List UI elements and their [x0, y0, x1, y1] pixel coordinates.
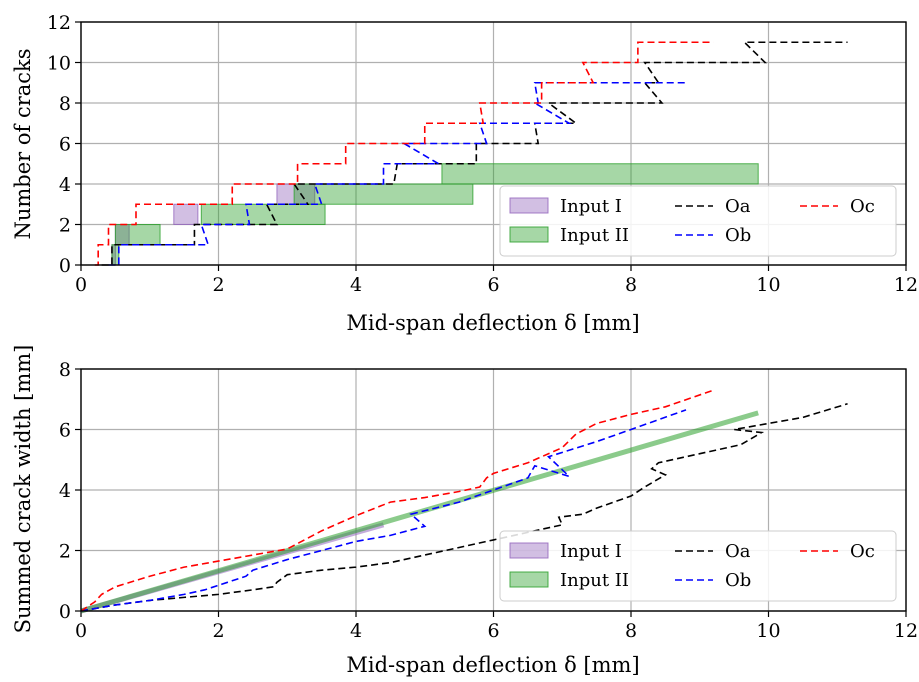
bottom-ytick-label: 8	[59, 359, 71, 381]
top-chart-panel: 0 2 4 6 8 10 12 0 2 4 6 8 10 12 Input I Input II Oa Ob Oc M…	[11, 12, 918, 335]
top-legend-box	[499, 185, 897, 257]
bottom-legend-label-ob: Ob	[725, 570, 751, 591]
top-legend-label-oc: Oc	[850, 196, 875, 217]
top-ytick-label: 8	[59, 93, 71, 115]
top-band-input-ii	[200, 203, 326, 225]
top-xtick-label: 12	[894, 274, 918, 296]
top-legend-swatch-input-i	[509, 197, 549, 214]
bottom-xtick-label: 8	[625, 620, 637, 642]
top-ytick-label: 2	[59, 215, 71, 237]
top-legend-swatch-input-ii	[509, 226, 549, 243]
top-ytick-label: 0	[59, 255, 71, 277]
top-series-ob	[108, 81, 686, 266]
top-band-input-ii	[114, 224, 161, 246]
bottom-series-ob	[80, 409, 687, 612]
top-xtick-label: 4	[350, 274, 362, 296]
top-xtick-label: 8	[625, 274, 637, 296]
top-legend-label-oa: Oa	[725, 196, 751, 217]
bottom-chart-panel: 0 2 4 6 8 10 12 0 2 4 6 8 Input I Input II Oa Ob Oc Mid-s…	[11, 345, 918, 677]
top-chart-ylabel: Number of cracks	[11, 48, 35, 239]
top-band-input-i	[173, 203, 199, 225]
bottom-xtick-label: 2	[212, 620, 224, 642]
top-band-input-ii	[441, 163, 759, 185]
bottom-ytick-label: 0	[59, 601, 71, 623]
bottom-xtick-label: 10	[756, 620, 780, 642]
bottom-legend-label-oc: Oc	[850, 541, 875, 562]
bottom-xtick-label: 4	[350, 620, 362, 642]
top-ytick-label: 6	[59, 134, 71, 156]
top-legend: Input I Input II Oa Ob Oc	[499, 185, 897, 257]
top-band-input-ii	[111, 244, 120, 266]
top-xtick-label: 6	[487, 274, 499, 296]
bottom-legend-label-input-i: Input I	[560, 541, 622, 562]
top-xtick-label: 2	[212, 274, 224, 296]
top-series-oc	[94, 41, 714, 266]
bottom-chart-xlabel: Mid-span deflection δ [mm]	[346, 653, 639, 677]
bottom-ytick-label: 2	[59, 541, 71, 563]
top-legend-label-input-i: Input I	[560, 196, 622, 217]
bottom-xtick-label: 6	[487, 620, 499, 642]
top-series-oa	[101, 41, 848, 266]
bottom-xtick-label: 0	[75, 620, 87, 642]
bottom-legend: Input I Input II Oa Ob Oc	[499, 530, 897, 602]
bottom-axes-frame	[80, 368, 907, 612]
bottom-chart-ylabel: Summed crack width [mm]	[11, 345, 35, 634]
top-legend-label-ob: Ob	[725, 225, 751, 246]
bottom-legend-swatch-input-ii	[509, 571, 549, 588]
bottom-legend-box	[499, 530, 897, 602]
bottom-legend-swatch-input-i	[509, 542, 549, 559]
top-axes-frame	[80, 21, 907, 266]
bottom-series-oc	[80, 389, 714, 612]
bottom-legend-label-oa: Oa	[725, 541, 751, 562]
top-xtick-label: 0	[75, 274, 87, 296]
top-ytick-label: 4	[59, 174, 71, 196]
top-ytick-label: 12	[47, 12, 71, 34]
bottom-ytick-label: 6	[59, 420, 71, 442]
bottom-xtick-label: 12	[894, 620, 918, 642]
top-chart-xlabel: Mid-span deflection δ [mm]	[346, 311, 639, 335]
top-ytick-label: 10	[47, 53, 71, 75]
top-legend-label-input-ii: Input II	[560, 225, 629, 246]
bottom-ytick-label: 4	[59, 480, 71, 502]
top-xtick-label: 10	[756, 274, 780, 296]
bottom-band-input-ii	[80, 410, 759, 614]
bottom-legend-label-input-ii: Input II	[560, 570, 629, 591]
